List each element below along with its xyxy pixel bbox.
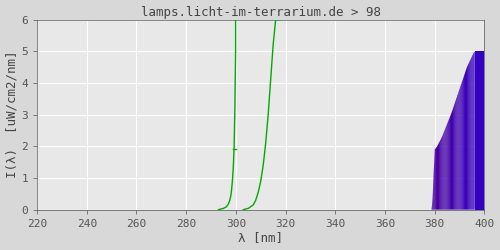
- Polygon shape: [453, 105, 454, 210]
- Polygon shape: [479, 52, 480, 210]
- Polygon shape: [467, 64, 468, 210]
- Polygon shape: [483, 52, 484, 210]
- Polygon shape: [439, 140, 440, 210]
- Polygon shape: [478, 52, 479, 210]
- Polygon shape: [465, 70, 466, 210]
- Polygon shape: [463, 76, 464, 210]
- Polygon shape: [450, 114, 451, 210]
- Y-axis label: I(λ)  [uW/cm2/nm]: I(λ) [uW/cm2/nm]: [6, 51, 18, 178]
- Polygon shape: [476, 52, 477, 210]
- X-axis label: λ [nm]: λ [nm]: [238, 232, 283, 244]
- Polygon shape: [458, 89, 460, 210]
- Polygon shape: [456, 96, 458, 210]
- Polygon shape: [452, 108, 453, 210]
- Polygon shape: [434, 149, 435, 210]
- Polygon shape: [460, 83, 462, 210]
- Polygon shape: [477, 52, 478, 210]
- Polygon shape: [464, 73, 465, 210]
- Polygon shape: [438, 142, 439, 210]
- Polygon shape: [482, 52, 483, 210]
- Polygon shape: [448, 120, 449, 210]
- Polygon shape: [468, 62, 469, 210]
- Polygon shape: [451, 112, 452, 210]
- Polygon shape: [446, 122, 448, 210]
- Polygon shape: [462, 80, 463, 210]
- Polygon shape: [444, 128, 446, 210]
- Polygon shape: [469, 60, 470, 210]
- Polygon shape: [470, 58, 472, 210]
- Title: lamps.licht-im-terrarium.de > 98: lamps.licht-im-terrarium.de > 98: [140, 6, 380, 18]
- Polygon shape: [466, 67, 467, 210]
- Polygon shape: [436, 146, 437, 210]
- Polygon shape: [474, 52, 476, 210]
- Polygon shape: [442, 134, 444, 210]
- Polygon shape: [472, 53, 474, 210]
- Polygon shape: [449, 117, 450, 210]
- Polygon shape: [481, 52, 482, 210]
- Polygon shape: [480, 52, 481, 210]
- Polygon shape: [432, 172, 434, 210]
- Polygon shape: [454, 102, 456, 210]
- Polygon shape: [440, 138, 442, 210]
- Polygon shape: [437, 144, 438, 210]
- Polygon shape: [435, 148, 436, 210]
